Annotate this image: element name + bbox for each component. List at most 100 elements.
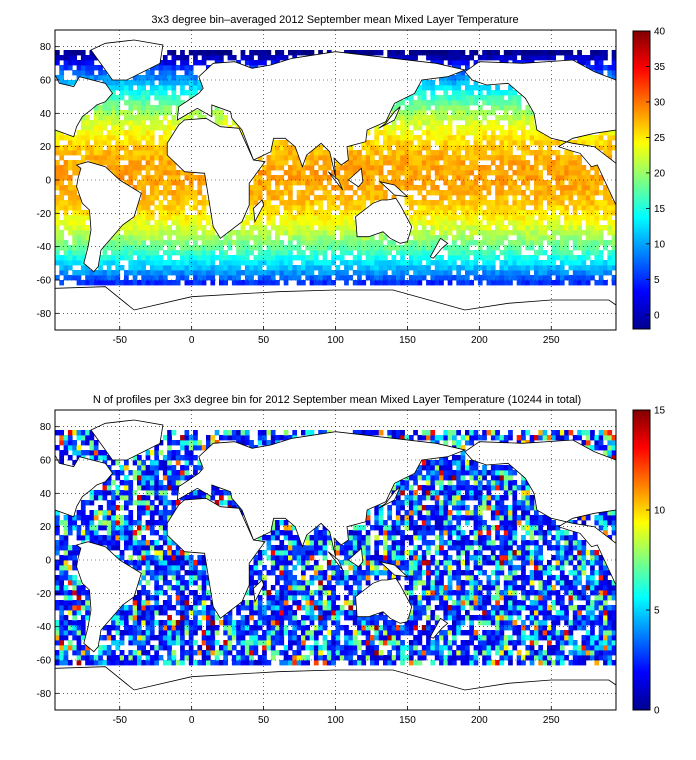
bin-cell xyxy=(201,195,207,201)
bin-cell xyxy=(564,155,569,161)
bin-cell xyxy=(76,650,82,656)
bin-cell xyxy=(611,135,617,141)
bin-cell xyxy=(93,145,99,151)
bin-cell xyxy=(387,245,393,251)
bin-cell xyxy=(534,605,539,611)
bin-cell xyxy=(387,170,393,176)
bin-cell xyxy=(137,90,142,96)
bin-cell xyxy=(516,175,522,181)
bin-cell xyxy=(577,595,582,601)
bin-cell xyxy=(262,255,267,261)
bin-cell xyxy=(76,70,82,76)
bin-cell xyxy=(538,630,544,636)
bin-cell xyxy=(270,645,276,651)
bin-cell xyxy=(538,610,544,616)
bin-cell xyxy=(55,175,60,181)
bin-cell xyxy=(421,165,427,171)
bin-cell xyxy=(607,190,613,196)
bin-cell xyxy=(408,105,414,111)
bin-cell xyxy=(465,265,470,271)
bin-cell xyxy=(404,250,410,256)
bin-cell xyxy=(80,145,86,151)
bin-cell xyxy=(184,610,190,616)
bin-cell xyxy=(348,260,354,266)
bin-cell xyxy=(439,275,444,281)
bin-cell xyxy=(270,210,276,216)
bin-cell xyxy=(145,650,151,656)
bin-cell xyxy=(313,160,319,166)
bin-cell xyxy=(395,635,401,641)
bin-cell xyxy=(184,200,190,206)
bin-cell xyxy=(344,175,349,181)
bin-cell xyxy=(344,230,349,236)
bin-cell xyxy=(214,650,220,656)
bin-cell xyxy=(534,620,539,626)
bin-cell xyxy=(223,260,229,266)
bin-cell xyxy=(430,155,436,161)
bin-cell xyxy=(430,205,436,211)
bin-cell xyxy=(516,60,522,66)
bin-cell xyxy=(301,165,306,171)
bin-cell xyxy=(201,640,207,646)
bin-cell xyxy=(124,80,129,86)
bin-cell xyxy=(538,195,544,201)
bin-cell xyxy=(193,75,198,81)
bin-cell xyxy=(421,245,427,251)
bin-cell xyxy=(236,625,241,631)
bin-cell xyxy=(352,600,358,606)
bin-cell xyxy=(335,645,341,651)
bin-cell xyxy=(301,640,306,646)
bin-cell xyxy=(551,220,557,226)
bin-cell xyxy=(344,210,349,216)
bin-cell xyxy=(305,655,311,661)
bin-cell xyxy=(477,620,483,626)
bin-cell xyxy=(525,230,531,236)
bin-cell xyxy=(223,630,229,636)
bin-cell xyxy=(439,130,444,136)
bin-cell xyxy=(201,275,207,281)
bin-cell xyxy=(473,165,479,171)
bin-cell xyxy=(421,50,427,56)
bin-cell xyxy=(231,265,237,271)
bin-cell xyxy=(257,615,263,621)
bin-cell xyxy=(611,210,617,216)
bin-cell xyxy=(67,195,73,201)
bin-cell xyxy=(534,210,539,216)
bin-cell xyxy=(378,170,384,176)
bin-cell xyxy=(76,645,82,651)
bin-cell xyxy=(477,255,483,261)
bin-cell xyxy=(149,275,155,281)
bin-cell xyxy=(145,225,151,231)
bin-cell xyxy=(447,95,453,101)
bin-cell xyxy=(292,655,298,661)
bin-cell xyxy=(309,210,315,216)
bin-cell xyxy=(266,230,272,236)
bin-cell xyxy=(331,255,336,261)
bin-cell xyxy=(227,645,233,651)
bin-cell xyxy=(59,605,65,611)
bin-cell xyxy=(257,220,263,226)
bin-cell xyxy=(508,275,513,281)
bin-cell xyxy=(348,200,354,206)
bin-cell xyxy=(473,660,479,666)
bin-cell xyxy=(115,100,121,106)
bin-cell xyxy=(270,155,276,161)
bin-cell xyxy=(374,660,380,666)
bin-cell xyxy=(469,95,475,101)
bin-cell xyxy=(529,650,535,656)
bin-cell xyxy=(296,220,302,226)
bin-cell xyxy=(115,160,121,166)
bin-cell xyxy=(555,245,561,251)
bin-cell xyxy=(434,205,440,211)
bin-cell xyxy=(417,125,423,131)
bin-cell xyxy=(76,640,82,646)
bin-cell xyxy=(141,195,147,201)
bin-cell xyxy=(521,145,526,151)
bin-cell xyxy=(162,75,168,81)
bin-cell xyxy=(452,250,457,256)
bin-cell xyxy=(141,600,147,606)
bin-cell xyxy=(318,645,323,651)
bin-cell xyxy=(244,265,250,271)
bin-cell xyxy=(98,105,103,111)
bin-cell xyxy=(482,50,487,56)
